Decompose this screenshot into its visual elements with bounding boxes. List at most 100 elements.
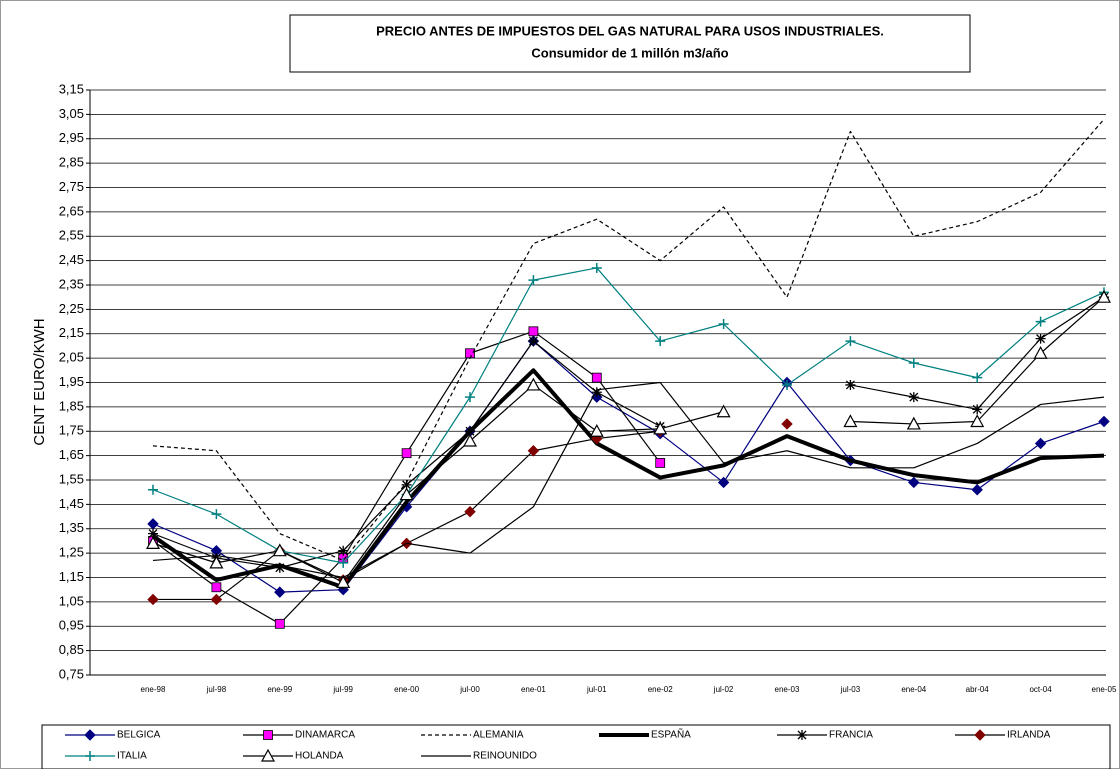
marker (147, 593, 159, 606)
chart-title: PRECIO ANTES DE IMPUESTOS DEL GAS NATURA… (376, 23, 884, 38)
y-tick-label: 1,55 (59, 471, 84, 486)
marker (591, 387, 602, 398)
marker (85, 751, 95, 761)
x-tick-label: ene-01 (521, 685, 546, 694)
y-tick-label: 1,75 (59, 423, 84, 438)
y-tick-label: 2,35 (59, 276, 84, 291)
y-axis-label: CENT EURO/KWH (31, 318, 48, 445)
marker (464, 505, 476, 518)
marker (274, 618, 285, 629)
marker (274, 586, 286, 598)
x-tick-label: ene-03 (775, 685, 800, 694)
marker (148, 528, 158, 539)
marker (338, 557, 349, 568)
marker (528, 336, 539, 347)
x-tick-label: jul-99 (332, 685, 353, 694)
marker (653, 421, 668, 435)
marker (1035, 316, 1046, 327)
marker (526, 377, 541, 391)
y-tick-label: 2,05 (59, 350, 84, 365)
x-tick-label: ene-02 (648, 685, 673, 694)
y-tick-label: 0,95 (59, 618, 84, 633)
y-tick-label: 3,15 (59, 81, 84, 96)
marker (84, 729, 96, 741)
marker (272, 543, 287, 557)
marker (797, 730, 807, 740)
marker (971, 484, 983, 496)
legend-label: DINAMARCA (295, 730, 355, 741)
y-tick-label: 1,95 (59, 374, 84, 389)
legend-label: ALEMANIA (473, 730, 524, 741)
marker (260, 748, 276, 762)
marker (209, 555, 224, 569)
marker (655, 458, 666, 468)
marker (655, 336, 666, 347)
marker (401, 479, 412, 490)
marker (528, 326, 539, 337)
x-tick-label: jul-00 (459, 685, 480, 694)
marker (465, 392, 475, 403)
legend-box (41, 724, 1111, 769)
marker (148, 484, 158, 495)
marker (972, 372, 983, 383)
y-tick-label: 1,05 (59, 593, 84, 608)
y-tick-label: 2,55 (59, 228, 84, 243)
legend-label: ITALIA (117, 751, 147, 762)
y-tick-label: 1,45 (59, 496, 84, 511)
series-line (152, 118, 1105, 562)
y-tick-label: 1,25 (59, 545, 84, 560)
y-tick-label: 0,85 (59, 642, 84, 657)
marker (906, 416, 921, 430)
marker (1098, 415, 1110, 428)
y-tick-label: 1,85 (59, 398, 84, 413)
legend-label: ESPAÑA (651, 728, 691, 741)
marker (465, 348, 475, 359)
marker (527, 445, 540, 457)
marker (211, 509, 222, 520)
marker (974, 729, 986, 741)
x-tick-label: ene-99 (267, 685, 292, 694)
x-tick-label: jul-03 (840, 685, 861, 694)
x-tick-label: ene-00 (394, 685, 419, 694)
y-tick-label: 0,75 (59, 666, 84, 681)
x-tick-label: abr-04 (966, 685, 990, 694)
marker (1033, 345, 1048, 359)
marker (591, 262, 602, 273)
marker (1096, 289, 1112, 303)
legend-label: HOLANDA (295, 751, 344, 762)
y-tick-label: 2,45 (59, 252, 84, 267)
legend-label: FRANCIA (829, 730, 873, 741)
series-line (152, 267, 1105, 564)
y-tick-label: 2,25 (59, 301, 84, 316)
marker (338, 545, 349, 556)
marker (211, 582, 222, 593)
y-tick-label: 3,05 (59, 106, 84, 121)
marker (462, 433, 478, 447)
marker (263, 730, 273, 740)
marker (717, 476, 730, 489)
marker (1034, 437, 1047, 450)
marker (970, 414, 985, 428)
x-tick-label: jul-98 (206, 685, 227, 694)
marker (528, 275, 539, 286)
marker (781, 418, 793, 430)
marker (589, 423, 604, 437)
marker (399, 487, 414, 501)
marker (1035, 333, 1046, 344)
legend-label: IRLANDA (1007, 730, 1051, 741)
y-tick-label: 2,95 (59, 130, 84, 145)
chart-subtitle: Consumidor de 1 millón m3/año (531, 45, 728, 60)
marker (145, 536, 161, 549)
x-tick-label: oct-04 (1029, 685, 1052, 694)
marker (210, 593, 223, 606)
series-line (151, 368, 1105, 590)
title-box (289, 14, 971, 73)
x-tick-label: jul-01 (586, 685, 607, 694)
legend-label: REINOUNIDO (473, 751, 537, 762)
marker (845, 379, 856, 390)
marker (845, 336, 856, 347)
marker (465, 426, 475, 437)
x-tick-label: ene-05 (1092, 685, 1117, 694)
